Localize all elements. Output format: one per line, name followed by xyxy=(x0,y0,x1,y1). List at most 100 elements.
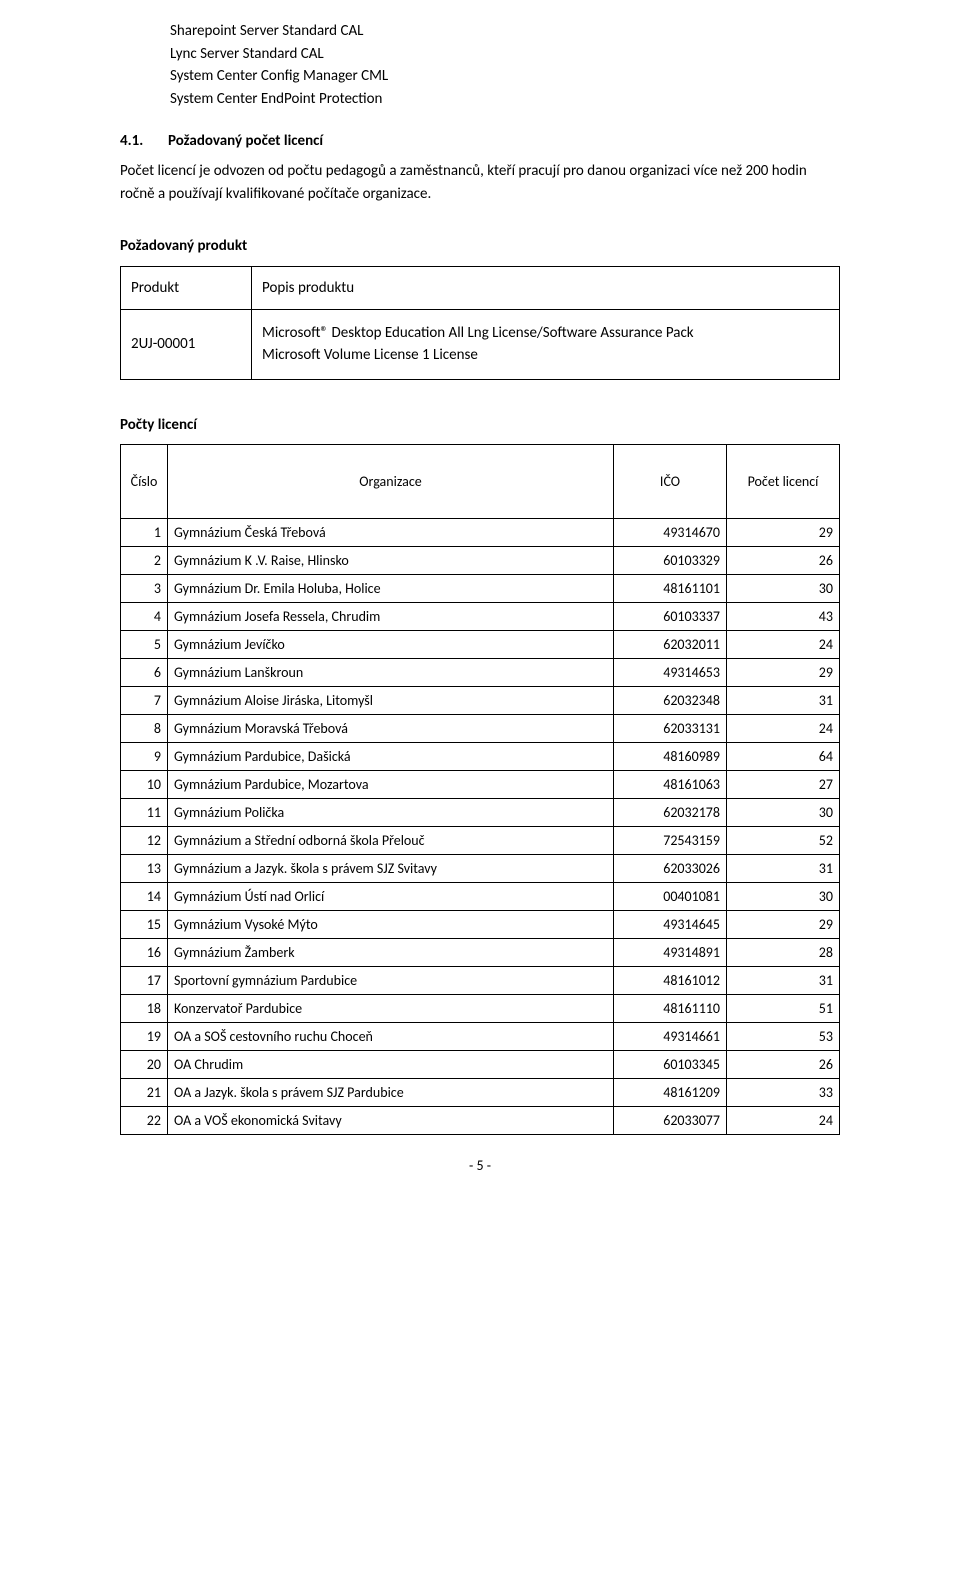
product-heading: Požadovaný produkt xyxy=(120,235,840,258)
cell-ico: 62032348 xyxy=(614,687,727,715)
cell-count: 30 xyxy=(727,575,840,603)
cell-ico: 60103329 xyxy=(614,547,727,575)
cell-org: Gymnázium K .V. Raise, Hlinsko xyxy=(168,547,614,575)
list-item: System Center Config Manager CML xyxy=(170,65,840,88)
cell-num: 3 xyxy=(121,575,168,603)
table-row: 11Gymnázium Polička6203217830 xyxy=(121,799,840,827)
cell-org: Gymnázium Josefa Ressela, Chrudim xyxy=(168,603,614,631)
table-row: 17Sportovní gymnázium Pardubice481610123… xyxy=(121,967,840,995)
table-row: 2Gymnázium K .V. Raise, Hlinsko601033292… xyxy=(121,547,840,575)
cell-ico: 49314661 xyxy=(614,1023,727,1051)
cell-num: 5 xyxy=(121,631,168,659)
section-heading: 4.1.Požadovaný počet licencí xyxy=(120,132,840,150)
table-row: 22OA a VOŠ ekonomická Svitavy6203307724 xyxy=(121,1107,840,1135)
table-row: 13Gymnázium a Jazyk. škola s právem SJZ … xyxy=(121,855,840,883)
table-row: 8Gymnázium Moravská Třebová6203313124 xyxy=(121,715,840,743)
cell-count: 24 xyxy=(727,715,840,743)
col-header-count: Počet licencí xyxy=(727,445,840,519)
cell-org: Konzervatoř Pardubice xyxy=(168,995,614,1023)
cell-org: Gymnázium Lanškroun xyxy=(168,659,614,687)
cell-num: 15 xyxy=(121,911,168,939)
cell-ico: 49314670 xyxy=(614,519,727,547)
product-table: Produkt Popis produktu 2UJ-00001 Microso… xyxy=(120,266,840,380)
cell-count: 43 xyxy=(727,603,840,631)
cell-org: Gymnázium a Střední odborná škola Přelou… xyxy=(168,827,614,855)
cell-org: OA a VOŠ ekonomická Svitavy xyxy=(168,1107,614,1135)
table-row: 12Gymnázium a Střední odborná škola Přel… xyxy=(121,827,840,855)
cell-ico: 72543159 xyxy=(614,827,727,855)
cell-org: OA Chrudim xyxy=(168,1051,614,1079)
cell-count: 53 xyxy=(727,1023,840,1051)
cell-count: 30 xyxy=(727,799,840,827)
cell-num: 6 xyxy=(121,659,168,687)
cell-org: Gymnázium a Jazyk. škola s právem SJZ Sv… xyxy=(168,855,614,883)
table-row: 14Gymnázium Ústí nad Orlicí0040108130 xyxy=(121,883,840,911)
cell-org: Sportovní gymnázium Pardubice xyxy=(168,967,614,995)
col-header-org: Organizace xyxy=(168,445,614,519)
cell-num: 11 xyxy=(121,799,168,827)
cell-num: 1 xyxy=(121,519,168,547)
cell-num: 2 xyxy=(121,547,168,575)
cell-num: 21 xyxy=(121,1079,168,1107)
cell-num: 16 xyxy=(121,939,168,967)
col-header-ico: IČO xyxy=(614,445,727,519)
cell-org: Gymnázium Ústí nad Orlicí xyxy=(168,883,614,911)
table-row: 1Gymnázium Česká Třebová4931467029 xyxy=(121,519,840,547)
cell-num: 22 xyxy=(121,1107,168,1135)
col-header-num: Číslo xyxy=(121,445,168,519)
cell-count: 30 xyxy=(727,883,840,911)
cell-ico: 48161110 xyxy=(614,995,727,1023)
cell-num: 10 xyxy=(121,771,168,799)
cell-org: Gymnázium Vysoké Mýto xyxy=(168,911,614,939)
cell-ico: 60103345 xyxy=(614,1051,727,1079)
cell-count: 27 xyxy=(727,771,840,799)
cell-org: Gymnázium Moravská Třebová xyxy=(168,715,614,743)
table-row: 19OA a SOŠ cestovního ruchu Choceň493146… xyxy=(121,1023,840,1051)
cell-count: 29 xyxy=(727,659,840,687)
product-header-col1: Produkt xyxy=(121,266,252,309)
table-row: 2UJ-00001 Microsoft® Desktop Education A… xyxy=(121,309,840,379)
table-row: Produkt Popis produktu xyxy=(121,266,840,309)
cell-count: 24 xyxy=(727,1107,840,1135)
product-code: 2UJ-00001 xyxy=(121,309,252,379)
cell-ico: 62032178 xyxy=(614,799,727,827)
license-table: Číslo Organizace IČO Počet licencí 1Gymn… xyxy=(120,444,840,1135)
cell-num: 4 xyxy=(121,603,168,631)
product-description: Microsoft® Desktop Education All Lng Lic… xyxy=(252,309,840,379)
page-number: - 5 - xyxy=(120,1157,840,1174)
cell-org: Gymnázium Žamberk xyxy=(168,939,614,967)
cell-num: 13 xyxy=(121,855,168,883)
cell-num: 14 xyxy=(121,883,168,911)
cell-org: OA a Jazyk. škola s právem SJZ Pardubice xyxy=(168,1079,614,1107)
list-item: Lync Server Standard CAL xyxy=(170,43,840,66)
cell-count: 28 xyxy=(727,939,840,967)
table-row: 5Gymnázium Jevíčko6203201124 xyxy=(121,631,840,659)
cell-ico: 49314653 xyxy=(614,659,727,687)
cell-count: 29 xyxy=(727,519,840,547)
cell-org: Gymnázium Česká Třebová xyxy=(168,519,614,547)
cell-ico: 00401081 xyxy=(614,883,727,911)
cell-count: 26 xyxy=(727,1051,840,1079)
table-row: 4Gymnázium Josefa Ressela, Chrudim601033… xyxy=(121,603,840,631)
cell-num: 19 xyxy=(121,1023,168,1051)
cell-count: 24 xyxy=(727,631,840,659)
cell-num: 12 xyxy=(121,827,168,855)
section-title: Požadovaný počet licencí xyxy=(168,132,323,150)
cell-ico: 49314645 xyxy=(614,911,727,939)
cell-count: 51 xyxy=(727,995,840,1023)
product-desc-line: Microsoft Volume License 1 License xyxy=(262,344,829,367)
cell-count: 29 xyxy=(727,911,840,939)
license-heading: Počty licencí xyxy=(120,414,840,437)
cell-org: Gymnázium Dr. Emila Holuba, Holice xyxy=(168,575,614,603)
cell-org: Gymnázium Polička xyxy=(168,799,614,827)
section-number: 4.1. xyxy=(120,132,168,150)
cell-ico: 62032011 xyxy=(614,631,727,659)
product-header-col2: Popis produktu xyxy=(252,266,840,309)
cell-num: 18 xyxy=(121,995,168,1023)
cell-num: 9 xyxy=(121,743,168,771)
table-row: 10Gymnázium Pardubice, Mozartova48161063… xyxy=(121,771,840,799)
top-list: Sharepoint Server Standard CAL Lync Serv… xyxy=(170,20,840,110)
cell-count: 64 xyxy=(727,743,840,771)
table-row: 18Konzervatoř Pardubice4816111051 xyxy=(121,995,840,1023)
cell-ico: 60103337 xyxy=(614,603,727,631)
